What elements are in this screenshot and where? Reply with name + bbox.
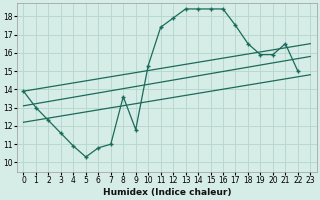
X-axis label: Humidex (Indice chaleur): Humidex (Indice chaleur) xyxy=(103,188,231,197)
